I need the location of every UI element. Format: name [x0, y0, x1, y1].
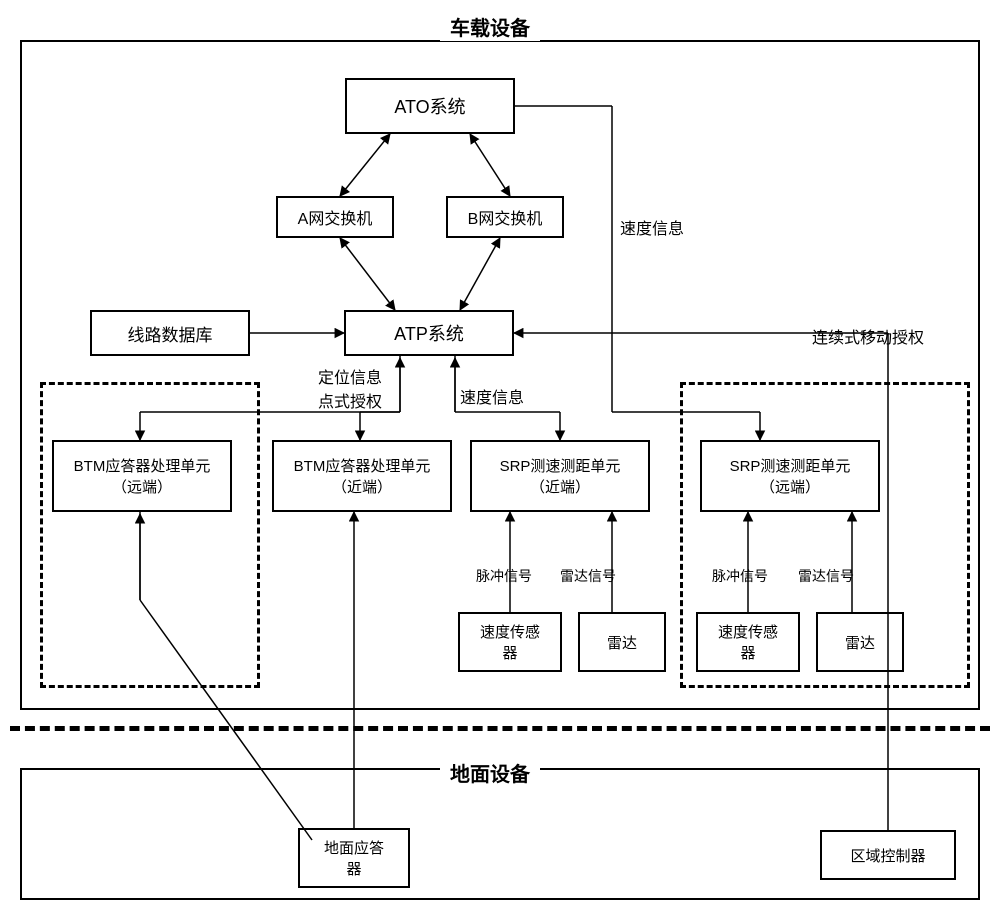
radar-signal-label: 雷达信号: [560, 566, 616, 586]
zone-controller-box: 区域控制器: [820, 830, 956, 880]
speed-sensor-near: 速度传感 器: [458, 612, 562, 672]
btm-near-box: BTM应答器处理单元 （近端）: [272, 440, 452, 512]
ground-title: 地面设备: [440, 758, 540, 787]
divider: [10, 726, 990, 731]
speed-sensor-far: 速度传感 器: [696, 612, 800, 672]
radar-far: 雷达: [816, 612, 904, 672]
radar-signal-label-2: 雷达信号: [798, 566, 854, 586]
atp-box: ATP系统: [344, 310, 514, 356]
switch-b-box: B网交换机: [446, 196, 564, 238]
srp-far-box: SRP测速测距单元 （远端）: [700, 440, 880, 512]
switch-a-box: A网交换机: [276, 196, 394, 238]
pulse-label-2: 脉冲信号: [712, 566, 768, 586]
line-db-box: 线路数据库: [90, 310, 250, 356]
speed-info-2-label: 速度信息: [460, 384, 524, 408]
radar-near: 雷达: [578, 612, 666, 672]
ato-box: ATO系统: [345, 78, 515, 134]
ground-balise-box: 地面应答 器: [298, 828, 410, 888]
far-group: [40, 382, 260, 688]
btm-far-box: BTM应答器处理单元 （远端）: [52, 440, 232, 512]
onboard-title: 车载设备: [440, 12, 540, 41]
cont-auth-label: 连续式移动授权: [812, 324, 924, 348]
pos-auth-label: 定位信息 点式授权: [318, 364, 382, 412]
srp-near-box: SRP测速测距单元 （近端）: [470, 440, 650, 512]
speed-info-label: 速度信息: [620, 215, 684, 239]
pulse-label: 脉冲信号: [476, 566, 532, 586]
